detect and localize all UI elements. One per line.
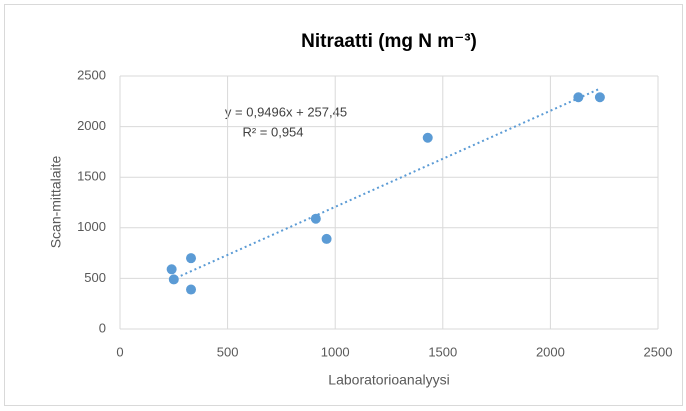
x-axis-title: Laboratorioanalyysi: [328, 372, 449, 388]
scatter-point: [186, 253, 197, 264]
y-tick-label: 1500: [77, 169, 106, 184]
scatter-point: [310, 213, 321, 224]
scatter-point: [186, 284, 197, 295]
scatter-point: [166, 264, 177, 275]
x-tick-label: 500: [217, 344, 239, 359]
x-tick-label: 1000: [321, 344, 350, 359]
trendline-equation: y = 0,9496x + 257,45: [225, 104, 347, 119]
r-squared: R² = 0,954: [242, 124, 303, 139]
scatter-point: [321, 233, 332, 244]
y-tick-label: 2000: [77, 118, 106, 133]
chart-title: Nitraatti (mg N m⁻³): [301, 31, 477, 52]
scatter-point: [573, 92, 584, 103]
x-tick-label: 2000: [536, 344, 565, 359]
x-tick-label: 1500: [428, 344, 457, 359]
chart-border: [4, 4, 683, 406]
y-axis-title: Scan-mittalaite: [48, 155, 64, 248]
trendline: [171, 87, 601, 281]
scatter-point: [422, 132, 433, 143]
y-tick-label: 1000: [77, 219, 106, 234]
scatter-point: [594, 92, 605, 103]
y-tick-label: 500: [84, 270, 106, 285]
x-tick-label: 0: [116, 344, 123, 359]
y-tick-label: 0: [99, 320, 106, 335]
x-tick-label: 2500: [644, 344, 673, 359]
scatter-point: [168, 274, 179, 285]
y-tick-label: 2500: [77, 67, 106, 82]
